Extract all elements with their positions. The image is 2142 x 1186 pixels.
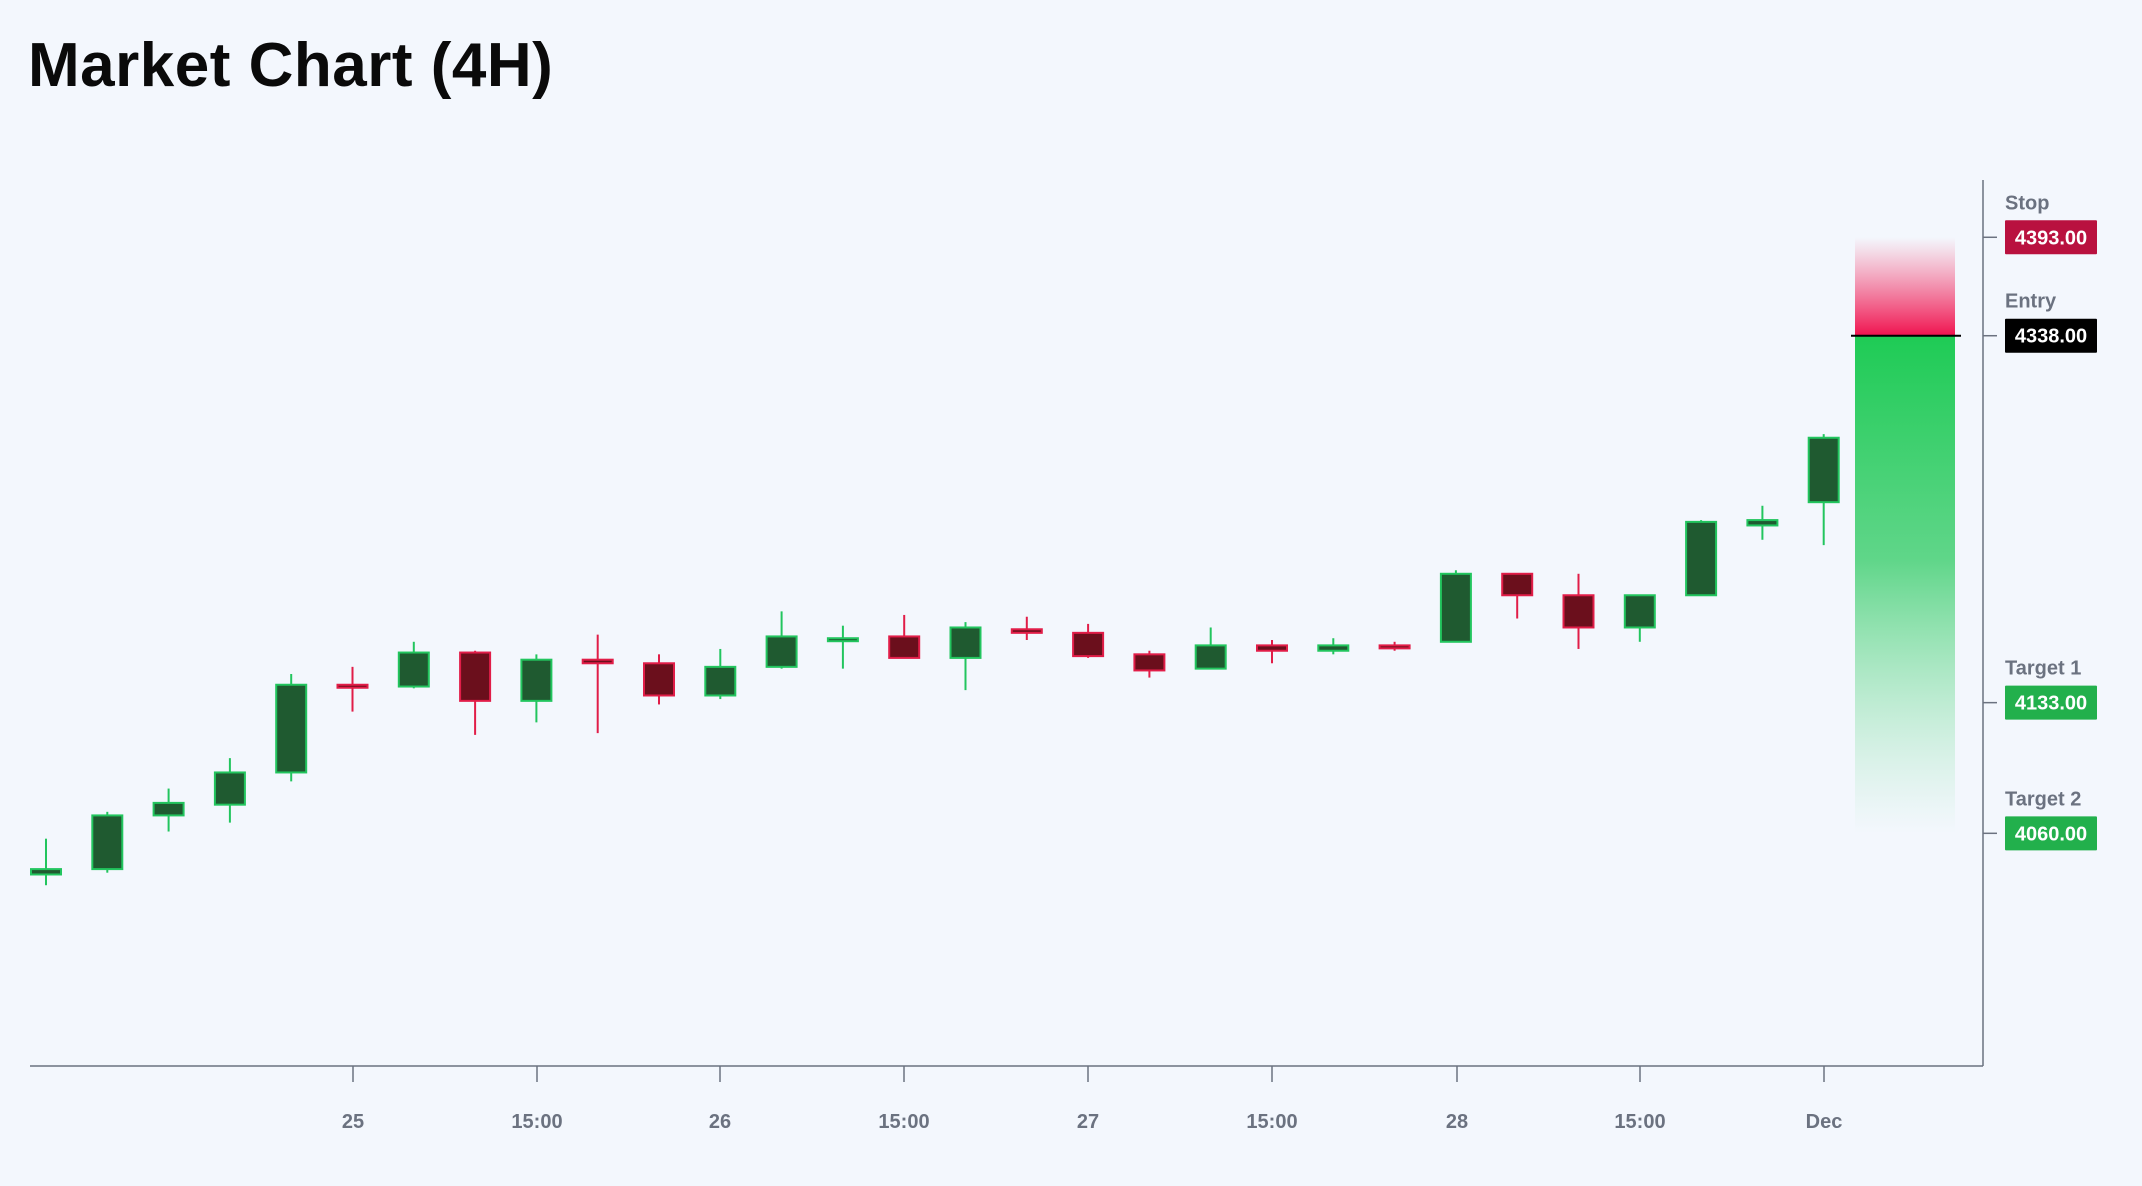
candle-body	[949, 626, 982, 659]
level-name: Stop	[2005, 192, 2049, 214]
candle-body	[1623, 594, 1656, 629]
x-tick-label: Dec	[1806, 1111, 1843, 1133]
level-target-1: Target 1 4133.00	[1983, 658, 2097, 720]
candle-body	[1562, 594, 1595, 629]
candle	[1562, 573, 1595, 649]
candle-body	[91, 814, 124, 871]
candle	[1010, 616, 1043, 641]
candle-body	[888, 635, 921, 659]
level-badge	[2005, 220, 2097, 255]
candle-body	[765, 635, 798, 668]
level-name: Target 2	[2005, 788, 2081, 810]
candle-body	[1133, 653, 1166, 672]
candle	[643, 654, 675, 705]
candle-body	[30, 868, 62, 876]
candle	[888, 614, 921, 659]
x-tick-label: 15:00	[511, 1111, 562, 1133]
candle-body	[1256, 644, 1288, 652]
candle	[459, 650, 492, 735]
candle	[152, 788, 185, 832]
x-tick-label: 25	[342, 1111, 364, 1133]
level-target-2: Target 2 4060.00	[1983, 788, 2097, 851]
level-badge	[2005, 318, 2097, 353]
candle	[1746, 505, 1779, 540]
candle-body	[213, 771, 246, 806]
x-tick-label: 15:00	[1246, 1111, 1297, 1133]
candle-body	[704, 665, 737, 697]
candle-body	[1317, 644, 1350, 652]
level-value: 4060.00	[2015, 823, 2087, 845]
candle-body	[1378, 644, 1411, 650]
candle-body	[826, 637, 859, 643]
level-badge	[2005, 685, 2097, 720]
candle	[1501, 572, 1534, 619]
candle	[520, 654, 553, 723]
candle-body	[275, 683, 308, 774]
candle-body	[643, 662, 675, 697]
candle	[1685, 520, 1718, 597]
candle	[1194, 627, 1227, 670]
level-badge	[2005, 816, 2097, 851]
candles	[30, 434, 1840, 886]
candle	[336, 666, 369, 712]
candle-body	[152, 801, 185, 817]
level-value: 4133.00	[2015, 693, 2087, 715]
candle-body	[459, 651, 492, 702]
candle	[1807, 434, 1840, 546]
x-tick-label: 27	[1077, 1111, 1099, 1133]
candle	[30, 838, 62, 886]
candle	[1072, 623, 1105, 658]
x-tick-label: 15:00	[878, 1111, 929, 1133]
x-tick-label: 28	[1446, 1111, 1468, 1133]
candle	[91, 811, 124, 873]
candle-body	[1194, 644, 1227, 670]
candle-body	[1072, 631, 1105, 658]
candle-body	[1010, 628, 1043, 634]
candle	[765, 611, 798, 669]
level-entry: Entry 4338.00	[1983, 291, 2097, 353]
level-name: Target 1	[2005, 658, 2081, 680]
candle	[1256, 640, 1288, 664]
risk-reward-zones	[1851, 237, 1961, 834]
candle-body	[581, 658, 614, 665]
candle	[275, 674, 308, 782]
candle	[1317, 638, 1350, 655]
x-tick-label: 26	[709, 1111, 731, 1133]
candle-body	[520, 658, 553, 702]
candle-body	[336, 683, 369, 689]
candle	[1439, 570, 1472, 643]
level-name: Entry	[2005, 291, 2057, 313]
candle-body	[1501, 572, 1534, 597]
level-value: 4338.00	[2015, 326, 2087, 348]
level-stop: Stop 4393.00	[1983, 192, 2097, 255]
stop-zone	[1855, 237, 1955, 336]
candle	[581, 634, 614, 734]
level-value: 4393.00	[2015, 227, 2087, 249]
candle	[213, 758, 246, 823]
candle	[1623, 594, 1656, 642]
x-tick-label: 15:00	[1614, 1111, 1665, 1133]
candle	[704, 648, 737, 700]
candle-body	[1746, 519, 1779, 527]
candle	[949, 622, 982, 691]
candle	[826, 625, 859, 669]
candle-body	[1439, 572, 1472, 643]
candle	[1133, 650, 1166, 678]
candle	[1378, 641, 1411, 651]
candle-body	[1685, 520, 1718, 597]
axes: 25 15:00 26 15:00 27 15:00 28 15:00 Dec	[30, 180, 1984, 1133]
candle-body	[1807, 436, 1840, 504]
candle	[397, 641, 430, 689]
chart-title: Market Chart (4H)	[28, 31, 554, 100]
target-zone	[1855, 335, 1955, 834]
candle-body	[397, 651, 430, 688]
